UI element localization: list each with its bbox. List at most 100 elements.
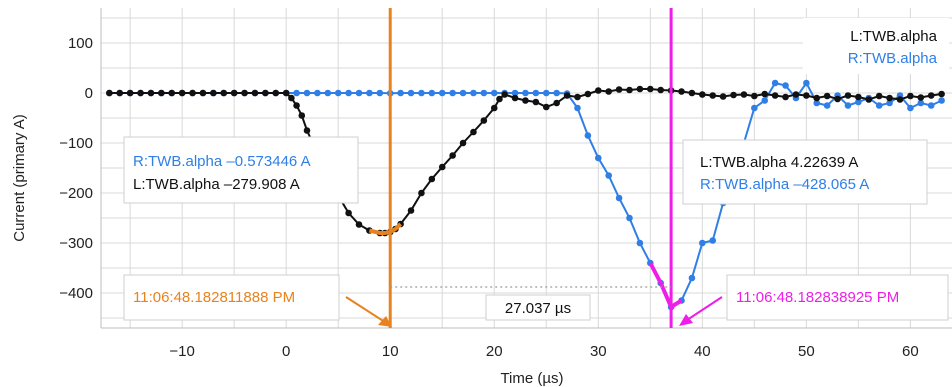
data-point [490, 104, 498, 112]
data-point [298, 112, 306, 119]
cursor-1-arrow [345, 296, 389, 325]
series-layer [106, 79, 945, 311]
data-point [938, 90, 945, 98]
data-point [626, 214, 633, 222]
data-point [917, 99, 925, 107]
data-point [189, 89, 196, 97]
data-point [106, 89, 113, 97]
x-tick-label: 50 [798, 343, 815, 360]
cursor-2-readout-left: L:TWB.alpha 4.22639 A [700, 154, 858, 171]
cursor-2-arrow [683, 296, 723, 323]
data-point [719, 93, 727, 100]
data-point [137, 89, 144, 97]
x-tick-label: 60 [902, 343, 919, 360]
data-point [844, 102, 852, 109]
cursor-1-arrowhead [378, 316, 392, 327]
data-point [709, 237, 717, 244]
data-point [480, 89, 488, 97]
data-point [886, 99, 893, 107]
data-point [803, 92, 810, 99]
data-point [355, 89, 363, 97]
data-point [376, 89, 384, 97]
data-point [813, 94, 821, 102]
data-point [147, 89, 155, 97]
cursor-2-readout-right: R:TWB.alpha –428.065 A [700, 176, 869, 193]
cursor-1-readout-left: L:TWB.alpha –279.908 A [133, 176, 300, 193]
data-point [647, 85, 654, 93]
data-point [241, 89, 248, 97]
data-point [678, 88, 685, 95]
data-point [459, 139, 467, 147]
data-point [210, 89, 217, 97]
x-axis-label: Time (µs) [500, 370, 563, 387]
data-point [220, 89, 228, 97]
data-point [844, 92, 852, 99]
data-point [626, 86, 633, 94]
data-point [782, 82, 789, 89]
data-point [657, 86, 665, 94]
data-point [730, 91, 737, 99]
data-point [709, 92, 717, 99]
y-tick-label: −200 [59, 185, 93, 202]
data-point [314, 89, 321, 97]
plot-frame [100, 8, 952, 329]
data-point [699, 91, 706, 98]
data-point [324, 89, 332, 97]
data-point [334, 89, 342, 97]
y-axis-label: Current (primary A) [11, 114, 28, 242]
x-tick-label: 40 [694, 343, 711, 360]
data-point [288, 94, 295, 102]
x-tick-label: 20 [486, 343, 503, 360]
data-point [303, 89, 311, 97]
data-point [792, 91, 800, 98]
data-point [355, 221, 363, 228]
data-point [605, 88, 612, 95]
data-point [345, 89, 352, 97]
cursor-1-timestamp: 11:06:48.182811888 PM [123, 274, 392, 327]
cursor-2-timestamp: 11:06:48.182838925 PM [679, 274, 949, 326]
cursor-2-arrowhead [679, 314, 693, 326]
data-point [496, 95, 503, 103]
data-point [855, 98, 862, 106]
data-point [834, 95, 841, 103]
data-point [761, 90, 769, 98]
x-tick-label: 10 [382, 343, 399, 360]
data-point [594, 87, 602, 94]
data-point [293, 102, 300, 109]
data-point [199, 89, 207, 97]
data-point [574, 104, 581, 112]
data-point [553, 89, 560, 97]
data-point [251, 89, 259, 97]
data-point [782, 93, 789, 101]
data-point [438, 163, 446, 171]
cursor-1-timestamp-text: 11:06:48.182811888 PM [133, 289, 295, 306]
data-point [542, 89, 550, 97]
data-point [823, 102, 831, 109]
data-point [927, 102, 935, 109]
data-point [584, 132, 592, 139]
data-point [480, 117, 488, 124]
cursor-1-highlight [368, 222, 402, 235]
data-point [366, 89, 373, 97]
data-point [896, 96, 904, 103]
data-point [574, 93, 581, 101]
x-tick-label: 0 [282, 343, 290, 360]
x-tick-label: −10 [169, 343, 194, 360]
data-point [470, 89, 477, 97]
data-point [438, 89, 446, 97]
data-point [615, 194, 623, 202]
data-point [688, 89, 696, 97]
cursor-layer[interactable] [388, 8, 673, 328]
data-point [803, 79, 810, 87]
data-point [230, 89, 238, 97]
y-tick-label: −100 [59, 135, 93, 152]
data-point [636, 85, 644, 93]
y-tick-labels: 100 0 −100 −200 −300 −400 [59, 35, 93, 302]
data-point [449, 152, 456, 159]
delta-label: 27.037 µs [505, 300, 571, 317]
data-point [751, 92, 758, 100]
cursor-1-readout-right: R:TWB.alpha –0.573446 A [133, 153, 311, 170]
data-point [303, 127, 311, 134]
data-point [751, 104, 758, 112]
